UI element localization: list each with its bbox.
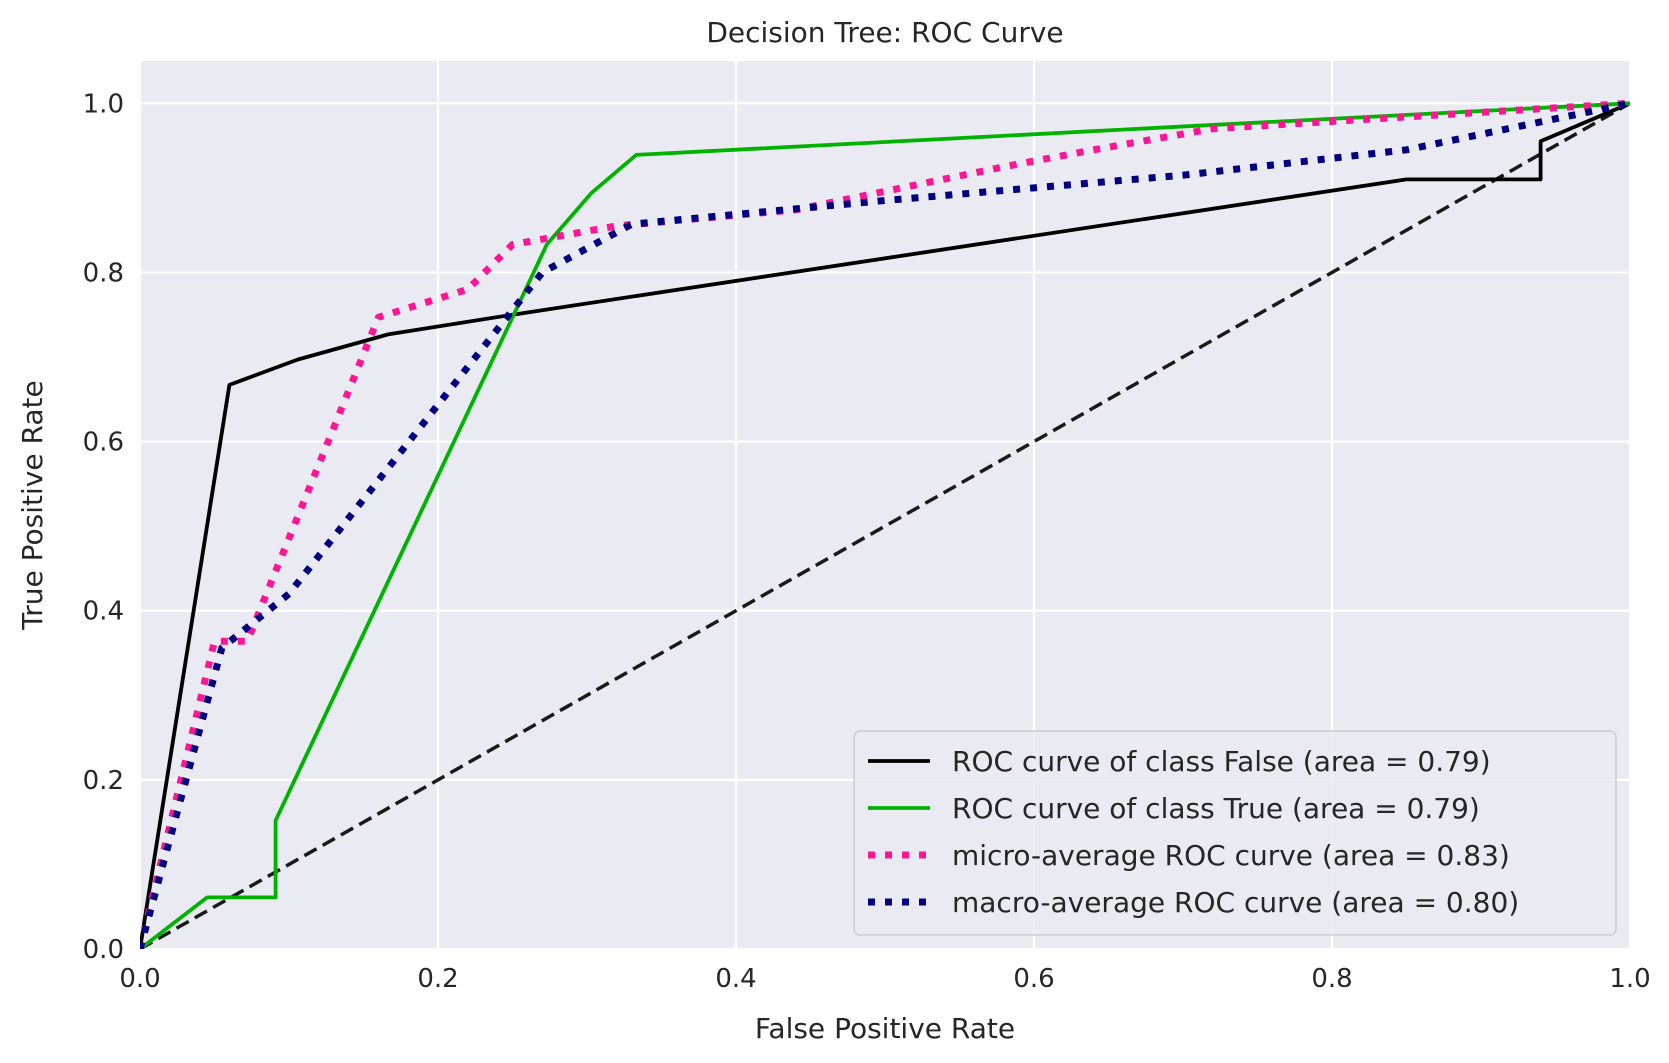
legend-label: micro-average ROC curve (area = 0.83) bbox=[952, 839, 1510, 872]
series-line-3 bbox=[140, 99, 1630, 949]
series-line-2 bbox=[140, 99, 1630, 949]
legend-box bbox=[853, 730, 1617, 936]
legend-entry: micro-average ROC curve (area = 0.83) bbox=[868, 839, 1510, 872]
x-tick-label: 0.2 bbox=[417, 964, 458, 994]
legend: ROC curve of class False (area = 0.79) RO… bbox=[853, 730, 1617, 936]
legend-entry: ROC curve of class True (area = 0.79) bbox=[868, 792, 1480, 825]
legend-entry: ROC curve of class False (area = 0.79) bbox=[868, 745, 1491, 778]
legend-label: macro-average ROC curve (area = 0.80) bbox=[952, 886, 1519, 919]
gridlines bbox=[138, 61, 1632, 951]
x-tick-label: 0.4 bbox=[715, 964, 756, 994]
chart-title: Decision Tree: ROC Curve bbox=[706, 16, 1063, 49]
x-tick-label: 1.0 bbox=[1609, 964, 1650, 994]
y-tick-label: 1.0 bbox=[83, 89, 124, 119]
x-tick-label: 0.0 bbox=[119, 964, 160, 994]
y-tick-label: 0.0 bbox=[83, 935, 124, 965]
x-tick-label: 0.6 bbox=[1013, 964, 1054, 994]
y-tick-label: 0.2 bbox=[83, 766, 124, 796]
legend-label: ROC curve of class True (area = 0.79) bbox=[952, 792, 1480, 825]
series-group bbox=[140, 99, 1630, 949]
x-tick-label: 0.8 bbox=[1311, 964, 1352, 994]
chance-line bbox=[140, 101, 1630, 949]
y-tick-label: 0.4 bbox=[83, 597, 124, 627]
x-axis-label: False Positive Rate bbox=[755, 1012, 1015, 1045]
legend-entry: macro-average ROC curve (area = 0.80) bbox=[868, 886, 1519, 919]
y-tick-label: 0.8 bbox=[83, 258, 124, 288]
legend-label: ROC curve of class False (area = 0.79) bbox=[952, 745, 1491, 778]
series-line-1 bbox=[140, 101, 1630, 949]
y-tick-label: 0.6 bbox=[83, 428, 124, 458]
y-axis-label: True Positive Rate bbox=[16, 380, 49, 630]
